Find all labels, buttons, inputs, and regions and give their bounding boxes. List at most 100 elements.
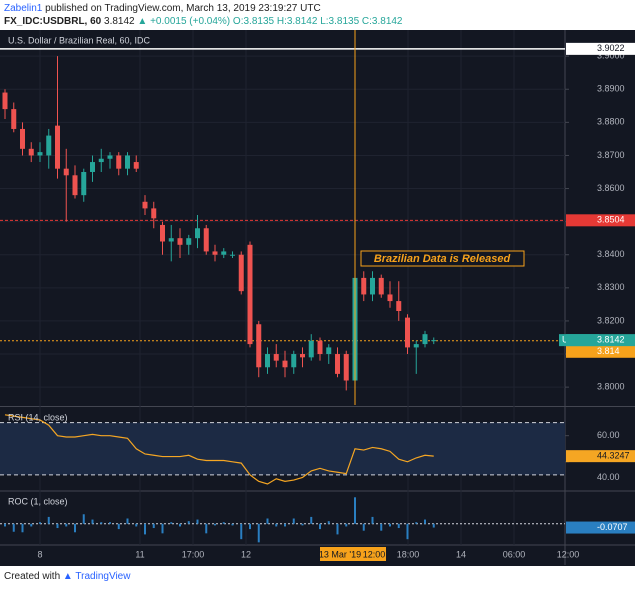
candle-body (343, 354, 349, 381)
roc-bar (310, 516, 313, 524)
rsi-tick-label: 60.00 (597, 430, 620, 440)
change: ▲ +0.0015 (+0.04%) (137, 16, 231, 27)
candle-body (37, 152, 43, 156)
published: published on TradingView.com, March 13, … (45, 3, 321, 14)
candle-body (177, 238, 183, 245)
roc-bar (424, 519, 426, 524)
roc-bar (161, 523, 164, 534)
x-tick-label: 13 Mar '19 (319, 549, 361, 559)
candle-body (28, 148, 34, 156)
candle-body (273, 354, 279, 361)
roc-bar (222, 522, 225, 524)
level-label: 3.814 (597, 346, 620, 356)
roc-bar (91, 519, 94, 524)
candle-body (55, 125, 60, 169)
x-tick-label: 17:00 (182, 549, 205, 559)
roc-bar (397, 523, 400, 529)
candle-body (230, 254, 235, 256)
roc-bar (4, 523, 6, 527)
x-tick-label: 8 (37, 549, 42, 559)
x-tick-label: 11 (135, 549, 144, 559)
candle-body (151, 208, 157, 219)
roc-bar (301, 523, 304, 526)
candle-body (326, 347, 332, 355)
candle-body (133, 162, 139, 169)
roc-bar (30, 523, 33, 527)
roc-bar (196, 519, 199, 524)
symbol: FX_IDC:USDBRL, 60 (4, 16, 102, 27)
footer: Created with ▲ TradingView (4, 571, 131, 582)
candle-body (11, 109, 17, 129)
roc-bar (205, 523, 208, 534)
candle-body (186, 238, 192, 245)
ohlc: O:3.8135 H:3.8142 L:3.8135 C:3.8142 (232, 16, 403, 27)
candle-body (317, 340, 323, 355)
candle-body (308, 340, 314, 358)
roc-bar (152, 523, 155, 529)
y-tick-label: 3.8200 (597, 315, 625, 325)
rsi-last-label: 44.3247 (597, 451, 630, 461)
candle-body (422, 334, 428, 345)
roc-bar (109, 522, 111, 524)
roc-bar (406, 523, 409, 540)
roc-bar (82, 514, 85, 524)
candle-body (282, 360, 288, 368)
x-tick-label: 18:00 (397, 549, 420, 559)
roc-bar (214, 523, 216, 526)
roc-bar (56, 523, 59, 529)
author[interactable]: Zabelin1 (4, 3, 43, 14)
y-tick-label: 3.8900 (597, 84, 625, 94)
x-tick-label: 12:00 (363, 549, 386, 559)
candle-body (63, 168, 69, 176)
level-label: 3.8504 (597, 215, 625, 225)
price: 3.8142 (104, 16, 135, 27)
rsi-band (0, 422, 565, 475)
roc-title: ROC (1, close) (8, 496, 68, 506)
candle-body (431, 340, 437, 342)
candle-body (203, 228, 209, 252)
candle-body (238, 254, 244, 292)
y-tick-label: 3.8600 (597, 183, 625, 193)
symbol-line: FX_IDC:USDBRL, 60 3.8142 ▲ +0.0015 (+0.0… (4, 15, 403, 28)
roc-bar (389, 523, 391, 527)
candle-body (46, 135, 52, 156)
roc-bar (415, 522, 418, 524)
roc-bar (240, 523, 243, 540)
candle-body (413, 344, 419, 348)
roc-bar (249, 523, 251, 530)
y-tick-label: 3.8800 (597, 117, 625, 127)
level-label: 3.9022 (597, 43, 625, 53)
roc-bar (39, 522, 41, 524)
brand[interactable]: ▲ TradingView (62, 571, 131, 582)
candle-body (361, 277, 367, 295)
candle-body (247, 244, 253, 345)
roc-bar (362, 523, 365, 531)
roc-bar (380, 523, 383, 531)
x-tick-label: 12 (241, 549, 251, 559)
rsi-last-box (566, 450, 635, 463)
y-tick-label: 3.8300 (597, 282, 625, 292)
candle-body (2, 92, 8, 110)
roc-bar (74, 523, 76, 533)
chart: 8 11 17:00 12 13 Mar '19 12:00 18:00 14 06:00 12:… (0, 30, 635, 566)
candle-body (90, 162, 95, 172)
roc-bar (432, 523, 435, 528)
annotation-box (360, 250, 525, 267)
candle-body (256, 324, 262, 368)
roc-last-box (566, 521, 635, 534)
rsi-line (4, 414, 434, 485)
candle-body (20, 128, 25, 149)
roc-bar (284, 523, 286, 527)
roc-bar (231, 523, 234, 526)
candle-body (370, 277, 375, 295)
candle-body (160, 224, 165, 242)
candle-body (291, 354, 297, 368)
candle-body (168, 238, 174, 242)
roc-bar (100, 522, 103, 524)
roc-bar (47, 516, 50, 524)
candle-body (300, 354, 305, 358)
candle-body (265, 354, 270, 368)
candle-body (107, 155, 113, 159)
roc-bar (327, 521, 330, 524)
chart-title: U.S. Dollar / Brazilian Real, 60, IDC (8, 35, 151, 45)
